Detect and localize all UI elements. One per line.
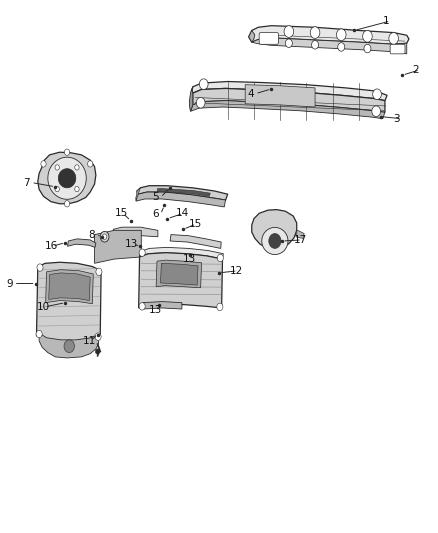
Text: 16: 16 — [44, 241, 58, 251]
Polygon shape — [143, 302, 182, 309]
Circle shape — [55, 165, 60, 170]
Text: 10: 10 — [36, 302, 49, 312]
Polygon shape — [36, 262, 101, 341]
Text: 12: 12 — [230, 266, 243, 276]
FancyBboxPatch shape — [259, 33, 279, 44]
Circle shape — [284, 26, 293, 37]
Circle shape — [139, 249, 145, 256]
Circle shape — [36, 330, 42, 338]
Circle shape — [96, 268, 102, 276]
Circle shape — [196, 98, 205, 108]
Polygon shape — [156, 260, 201, 288]
Text: 14: 14 — [175, 208, 189, 219]
Circle shape — [41, 161, 46, 167]
Polygon shape — [269, 233, 281, 248]
Circle shape — [75, 165, 79, 170]
Polygon shape — [95, 230, 141, 263]
Polygon shape — [249, 26, 409, 44]
Circle shape — [95, 349, 100, 354]
Circle shape — [88, 161, 93, 167]
Text: 15: 15 — [188, 219, 201, 229]
Circle shape — [363, 30, 372, 42]
Polygon shape — [137, 185, 228, 200]
Text: 3: 3 — [394, 114, 400, 124]
Polygon shape — [46, 270, 93, 304]
Text: 13: 13 — [125, 239, 138, 249]
Polygon shape — [160, 263, 198, 285]
Circle shape — [336, 29, 346, 41]
Polygon shape — [170, 235, 221, 248]
Text: 17: 17 — [294, 235, 307, 245]
Polygon shape — [39, 333, 99, 358]
FancyBboxPatch shape — [390, 44, 405, 54]
Text: 11: 11 — [83, 336, 96, 346]
Circle shape — [64, 149, 70, 156]
Circle shape — [286, 39, 292, 47]
Text: 15: 15 — [115, 208, 128, 219]
Circle shape — [75, 187, 79, 192]
Polygon shape — [48, 157, 86, 199]
Polygon shape — [249, 30, 255, 42]
Polygon shape — [191, 101, 385, 119]
Text: 1: 1 — [383, 16, 389, 26]
Circle shape — [139, 303, 145, 310]
Text: 6: 6 — [152, 209, 159, 220]
Circle shape — [199, 79, 208, 90]
Text: 13: 13 — [183, 254, 197, 264]
Circle shape — [310, 27, 320, 38]
Text: 8: 8 — [88, 230, 95, 240]
Polygon shape — [38, 152, 96, 204]
Circle shape — [364, 44, 371, 53]
Circle shape — [217, 303, 223, 311]
Circle shape — [64, 340, 74, 353]
Polygon shape — [157, 188, 210, 196]
Polygon shape — [136, 188, 141, 201]
Polygon shape — [252, 209, 297, 249]
Circle shape — [95, 333, 101, 341]
Circle shape — [389, 33, 399, 44]
Polygon shape — [297, 230, 304, 238]
Polygon shape — [262, 228, 288, 255]
Text: 4: 4 — [247, 88, 254, 99]
Text: 5: 5 — [152, 192, 159, 203]
Polygon shape — [252, 38, 407, 54]
Circle shape — [37, 264, 43, 271]
Text: 2: 2 — [412, 65, 419, 75]
Circle shape — [311, 41, 318, 49]
Text: 7: 7 — [23, 177, 30, 188]
Polygon shape — [136, 192, 226, 207]
Circle shape — [338, 43, 345, 51]
Polygon shape — [192, 82, 387, 101]
Polygon shape — [189, 87, 193, 111]
Polygon shape — [67, 239, 96, 247]
Circle shape — [217, 254, 223, 262]
Polygon shape — [193, 88, 385, 112]
Polygon shape — [58, 168, 76, 188]
Circle shape — [55, 187, 60, 192]
Circle shape — [372, 106, 381, 117]
Circle shape — [100, 231, 109, 242]
Polygon shape — [245, 85, 315, 107]
Text: 9: 9 — [6, 279, 13, 288]
Text: 13: 13 — [149, 305, 162, 315]
Circle shape — [64, 200, 70, 207]
Polygon shape — [49, 273, 90, 301]
Circle shape — [373, 89, 381, 100]
Circle shape — [102, 234, 107, 239]
Polygon shape — [139, 253, 223, 308]
Polygon shape — [140, 247, 223, 259]
Polygon shape — [113, 227, 158, 238]
